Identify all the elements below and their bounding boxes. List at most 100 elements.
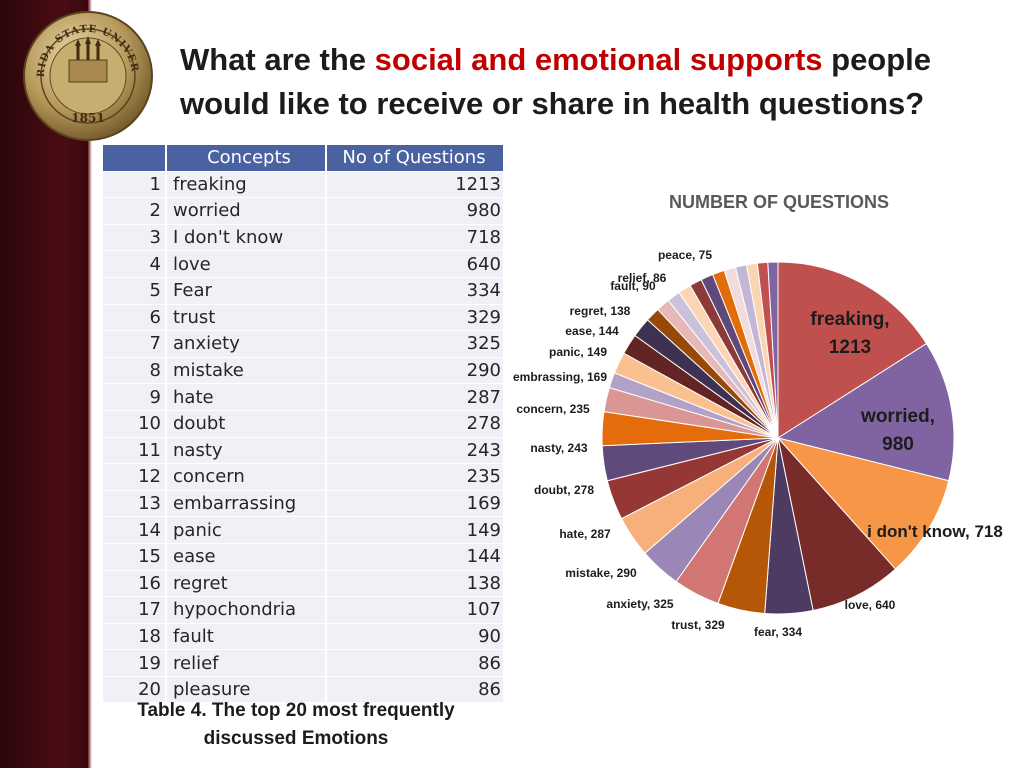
pie-slice (777, 261, 928, 439)
row-concept: pleasure (165, 676, 325, 704)
table-row: 13 embarrassing 169 (103, 490, 503, 518)
row-rank: 6 (103, 304, 165, 332)
row-rank: 11 (103, 437, 165, 465)
row-count: 235 (325, 464, 503, 491)
row-rank: 15 (103, 543, 165, 571)
slide-title: What are the social and emotional suppor… (180, 38, 1000, 126)
row-rank: 3 (103, 224, 165, 252)
title-highlight: social and emotional supports (374, 42, 823, 77)
row-rank: 16 (103, 570, 165, 598)
slice-label: love, 640 (845, 598, 896, 612)
row-concept: hypochondria (165, 597, 325, 624)
table-row: 7 anxiety 325 (103, 331, 503, 358)
row-rank: 12 (103, 464, 165, 491)
row-concept: concern (165, 464, 325, 491)
emotions-table: Concepts No of Questions 1 freaking 1213 2 w… (103, 145, 503, 704)
slice-label: freaking, 1213 (810, 309, 889, 358)
slice-label: ease, 144 (565, 324, 619, 338)
table-caption: Table 4. The top 20 most frequently disc… (116, 697, 476, 753)
table-row: 12 concern 235 (103, 464, 503, 491)
slice-label: regret, 138 (570, 304, 631, 318)
row-count: 334 (325, 277, 503, 305)
row-count: 718 (325, 224, 503, 252)
row-count: 169 (325, 490, 503, 518)
row-count: 329 (325, 304, 503, 332)
table-row: 5 Fear 334 (103, 277, 503, 305)
slice-label: fault, 90 (610, 279, 656, 293)
row-count: 1213 (325, 171, 503, 199)
slice-label: nasty, 243 (530, 441, 587, 455)
title-part2: people would like to receive or share in… (180, 42, 932, 121)
pie-slice (767, 261, 779, 439)
row-concept: I don't know (165, 224, 325, 252)
row-concept: panic (165, 517, 325, 544)
row-concept: embarrassing (165, 490, 325, 518)
row-count: 287 (325, 384, 503, 411)
row-rank: 7 (103, 331, 165, 358)
slice-label: peace, 75 (658, 248, 712, 262)
row-concept: doubt (165, 410, 325, 438)
slice-label: relief, 86 (618, 271, 667, 285)
row-concept: love (165, 251, 325, 278)
table-row: 17 hypochondria 107 (103, 597, 503, 624)
row-concept: worried (165, 198, 325, 225)
row-count: 107 (325, 597, 503, 624)
row-concept: nasty (165, 437, 325, 465)
table-row: 6 trust 329 (103, 304, 503, 332)
slice-label: mistake, 290 (565, 566, 637, 580)
slice-label: trust, 329 (671, 618, 725, 632)
row-rank: 18 (103, 623, 165, 651)
slice-label: worried, 980 (860, 406, 935, 455)
row-count: 980 (325, 198, 503, 225)
row-count: 86 (325, 676, 503, 704)
row-concept: Fear (165, 277, 325, 305)
university-seal-logo: FLORIDA STATE UNIVERSITY 1851 (22, 10, 153, 141)
title-part1: What are the (180, 42, 375, 77)
slice-label: anxiety, 325 (606, 597, 673, 611)
slice-label: concern, 235 (516, 402, 590, 416)
row-concept: mistake (165, 357, 325, 385)
caption-line-1: Table 4. The top 20 most frequently (137, 700, 455, 721)
row-rank: 1 (103, 171, 165, 199)
table-row: 20 pleasure 86 (103, 676, 503, 704)
table-row: 19 relief 86 (103, 650, 503, 677)
table-body: 1 freaking 1213 2 worried 980 3 I don't know 718… (103, 171, 503, 704)
table-row: 8 mistake 290 (103, 357, 503, 385)
row-concept: regret (165, 570, 325, 598)
row-rank: 17 (103, 597, 165, 624)
table-row: 9 hate 287 (103, 384, 503, 411)
pie-slice (776, 342, 955, 482)
slice-label: panic, 149 (549, 345, 607, 359)
row-count: 243 (325, 437, 503, 465)
row-count: 325 (325, 331, 503, 358)
pie-slice (777, 436, 897, 612)
table-row: 2 worried 980 (103, 198, 503, 225)
table-header-row: Concepts No of Questions (103, 145, 503, 172)
row-rank: 19 (103, 650, 165, 677)
table-row: 15 ease 144 (103, 543, 503, 571)
row-count: 278 (325, 410, 503, 438)
slice-label: fear, 334 (754, 625, 802, 639)
row-rank: 5 (103, 277, 165, 305)
table-row: 11 nasty 243 (103, 437, 503, 465)
row-count: 144 (325, 543, 503, 571)
row-concept: ease (165, 543, 325, 571)
pie-slice (776, 437, 950, 570)
header-count: No of Questions (325, 145, 503, 172)
caption-line-2: discussed Emotions (203, 728, 389, 749)
table-row: 16 regret 138 (103, 570, 503, 598)
row-count: 640 (325, 251, 503, 278)
row-rank: 2 (103, 198, 165, 225)
row-rank: 8 (103, 357, 165, 385)
slice-label: embrassing, 169 (513, 370, 607, 384)
row-count: 290 (325, 357, 503, 385)
chart-title: NUMBER OF QUESTIONS (668, 192, 889, 212)
row-rank: 9 (103, 384, 165, 411)
row-concept: anxiety (165, 331, 325, 358)
header-concepts: Concepts (165, 145, 325, 172)
row-concept: hate (165, 384, 325, 411)
table-row: 18 fault 90 (103, 623, 503, 651)
row-concept: relief (165, 650, 325, 677)
